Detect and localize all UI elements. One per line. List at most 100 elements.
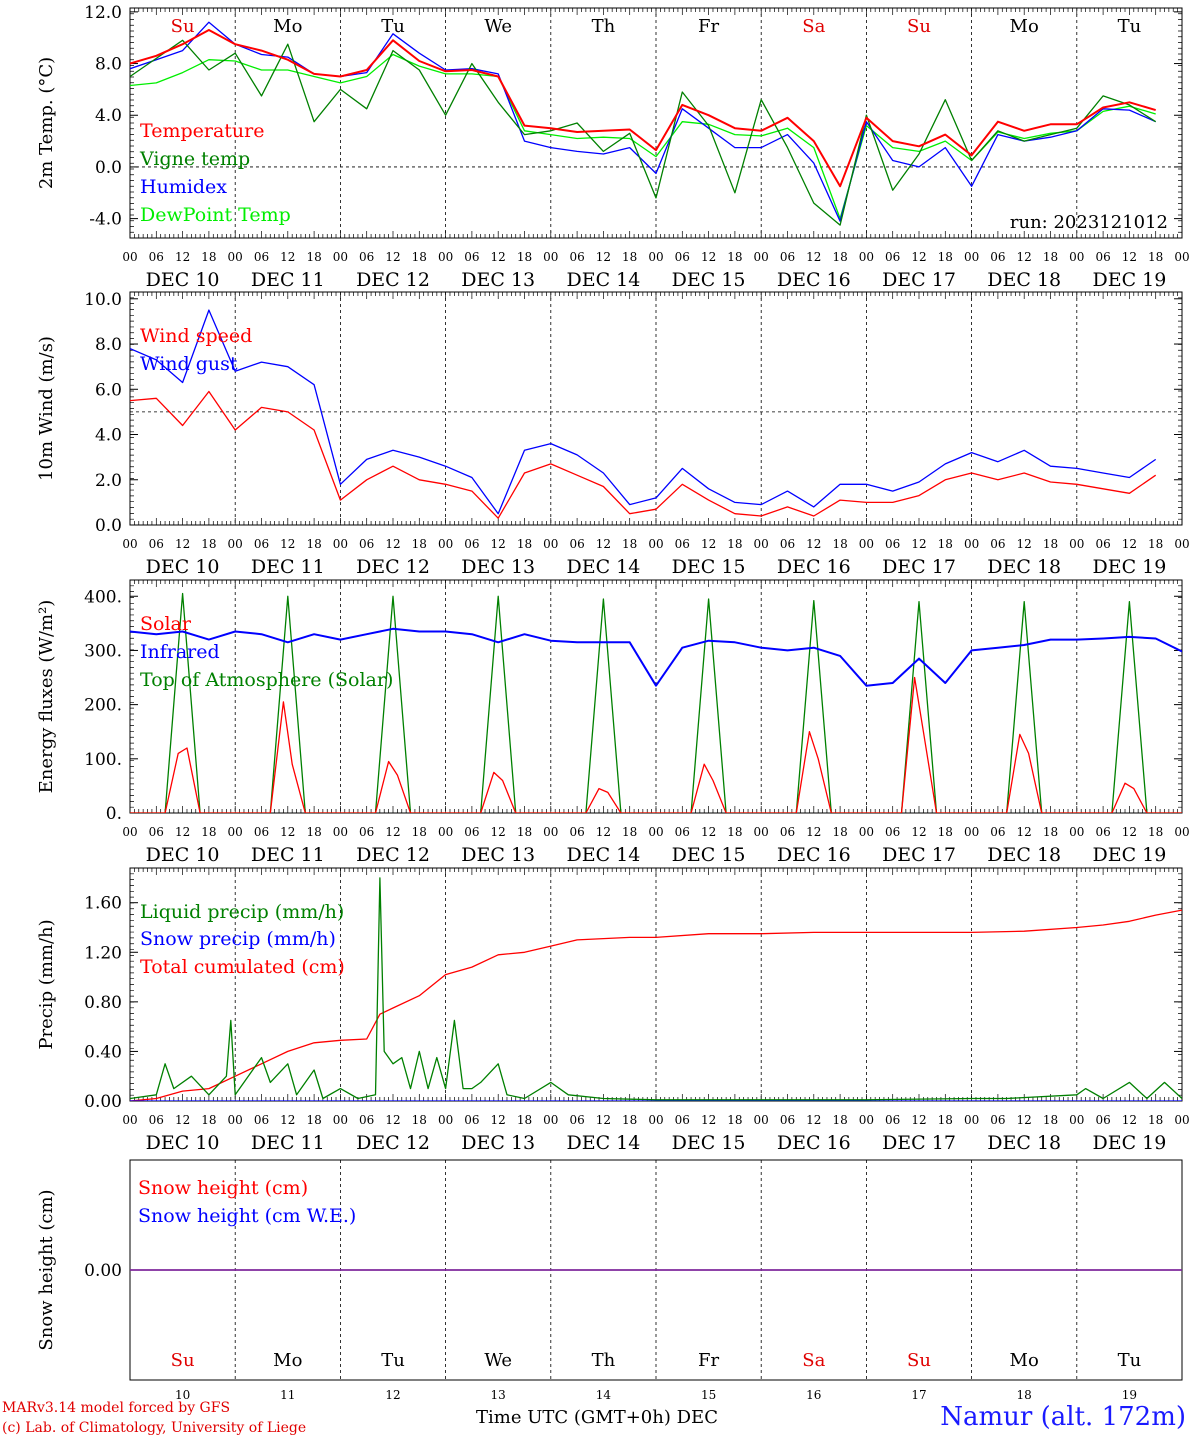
hour-tick-label: 18 (622, 250, 637, 264)
hour-tick-label: 12 (280, 537, 295, 551)
y-tick-label: 1.20 (84, 943, 122, 963)
hour-tick-label: 18 (306, 250, 321, 264)
legend-entry: Humidex (140, 176, 227, 198)
hour-tick-label: 06 (675, 250, 690, 264)
series-line-solar (130, 676, 1182, 813)
hour-tick-label: 12 (911, 825, 926, 839)
hour-tick-label: 12 (1122, 537, 1137, 551)
day-number: 19 (1122, 1388, 1137, 1402)
legend-entry: DewPoint Temp (140, 204, 291, 226)
hour-tick-label: 06 (1095, 537, 1110, 551)
hour-tick-label: 06 (464, 1113, 479, 1127)
credit-line-2: (c) Lab. of Climatology, University of L… (2, 1420, 307, 1436)
date-label: DEC 16 (777, 844, 851, 866)
day-name: Sa (802, 1350, 825, 1371)
y-axis-label: Snow height (cm) (36, 1189, 57, 1350)
hour-tick-label: 00 (543, 250, 558, 264)
hour-tick-label: 18 (832, 537, 847, 551)
day-name: Mo (273, 1350, 302, 1371)
date-label: DEC 13 (461, 556, 535, 578)
hour-tick-label: 00 (1174, 1113, 1189, 1127)
hour-tick-label: 00 (964, 1113, 979, 1127)
date-label: DEC 14 (566, 1132, 640, 1154)
hour-tick-label: 06 (1095, 250, 1110, 264)
hour-tick-label: 00 (438, 1113, 453, 1127)
legend-entry: Temperature (140, 120, 264, 142)
date-label: DEC 11 (251, 844, 325, 866)
date-label: DEC 12 (356, 269, 430, 291)
hour-tick-label: 06 (149, 1113, 164, 1127)
hour-tick-label: 00 (754, 825, 769, 839)
hour-tick-label: 18 (412, 1113, 427, 1127)
hour-tick-label: 18 (1148, 250, 1163, 264)
hour-tick-label: 00 (228, 825, 243, 839)
series-line-temperature (130, 29, 1156, 188)
hour-tick-label: 06 (675, 1113, 690, 1127)
day-number: 17 (911, 1388, 926, 1402)
date-label: DEC 19 (1092, 844, 1166, 866)
x-minor-ticks (129, 868, 1183, 1101)
hour-tick-label: 12 (175, 825, 190, 839)
hour-tick-label: 00 (543, 825, 558, 839)
hour-tick-label: 00 (122, 825, 137, 839)
hour-tick-label: 12 (911, 537, 926, 551)
day-number: 10 (175, 1388, 190, 1402)
date-label: DEC 16 (777, 556, 851, 578)
legend-entry: Wind gust (140, 353, 238, 375)
date-label: DEC 15 (672, 844, 746, 866)
hour-tick-label: 00 (1069, 825, 1084, 839)
hour-tick-label: 18 (517, 1113, 532, 1127)
date-label: DEC 19 (1092, 556, 1166, 578)
date-label: DEC 10 (146, 1132, 220, 1154)
hour-tick-label: 12 (175, 250, 190, 264)
hour-tick-label: 00 (1174, 250, 1189, 264)
hour-tick-label: 18 (727, 825, 742, 839)
day-name: Tu (1118, 16, 1142, 37)
y-minor-ticks (130, 579, 1182, 814)
x-axis-month: DEC (676, 1407, 718, 1428)
day-number: 11 (280, 1388, 295, 1402)
hour-tick-label: 12 (1122, 825, 1137, 839)
y-tick-label: 6.0 (95, 380, 122, 400)
hour-tick-label: 12 (1017, 250, 1032, 264)
series-line-vigne-temp (130, 39, 1157, 226)
hour-tick-label: 12 (596, 825, 611, 839)
y-tick-label: 10.0 (84, 290, 122, 310)
hour-tick-label: 12 (385, 537, 400, 551)
hour-tick-label: 18 (938, 1113, 953, 1127)
date-label: DEC 10 (146, 269, 220, 291)
date-label: DEC 11 (251, 1132, 325, 1154)
hour-tick-label: 18 (517, 825, 532, 839)
hour-tick-label: 00 (333, 825, 348, 839)
hour-tick-label: 12 (1017, 1113, 1032, 1127)
y-tick-label: 4.0 (95, 426, 122, 446)
hour-tick-label: 12 (806, 537, 821, 551)
y-tick-label: 0. (106, 804, 122, 824)
hour-tick-label: 12 (385, 1113, 400, 1127)
legend-entry: Infrared (140, 641, 220, 663)
hour-tick-label: 06 (254, 1113, 269, 1127)
hour-tick-label: 06 (359, 250, 374, 264)
hour-tick-label: 12 (280, 250, 295, 264)
hour-tick-label: 18 (622, 537, 637, 551)
hour-tick-label: 12 (175, 537, 190, 551)
hour-tick-label: 18 (517, 250, 532, 264)
y-tick-label: 100. (84, 750, 122, 770)
day-number: 13 (491, 1388, 506, 1402)
date-label: DEC 19 (1092, 269, 1166, 291)
hour-tick-label: 18 (412, 250, 427, 264)
hour-tick-label: 18 (1148, 537, 1163, 551)
date-label: DEC 13 (461, 844, 535, 866)
day-name: We (484, 1350, 512, 1371)
credit-line-1: MARv3.14 model forced by GFS (2, 1400, 231, 1416)
series-line-wind-gust (130, 309, 1157, 515)
hour-tick-label: 00 (754, 537, 769, 551)
legend-entry: Liquid precip (mm/h) (140, 901, 344, 923)
y-minor-ticks (130, 7, 1182, 239)
day-number: 15 (701, 1388, 716, 1402)
hour-tick-label: 18 (727, 250, 742, 264)
date-label: DEC 12 (356, 844, 430, 866)
hour-tick-label: 18 (727, 1113, 742, 1127)
y-minor-ticks (130, 867, 1182, 1102)
series-line-top-of-atmosphere-solar- (130, 592, 1182, 813)
